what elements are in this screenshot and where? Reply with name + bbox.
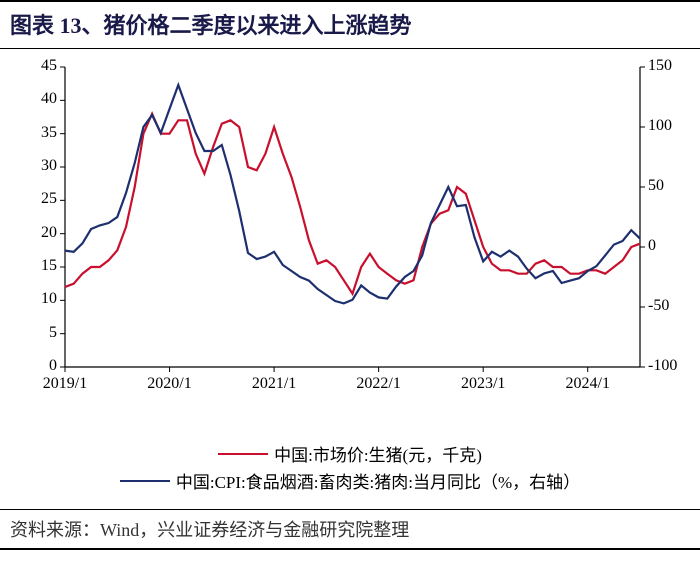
- y-right-tick-label: 100: [648, 117, 698, 135]
- chart-source: 资料来源：Wind，兴业证券经济与金融研究院整理: [0, 509, 700, 550]
- y-left-tick-label: 30: [17, 157, 57, 175]
- chart-title: 图表 13、猪价格二季度以来进入上涨趋势: [10, 13, 412, 38]
- y-right-tick-label: -100: [648, 357, 698, 375]
- y-left-tick-label: 45: [17, 57, 57, 75]
- x-tick-label: 2020/1: [147, 375, 191, 393]
- series-pig_price: [65, 114, 640, 294]
- y-right-tick-label: -50: [648, 297, 698, 315]
- x-tick-label: 2023/1: [461, 375, 505, 393]
- x-tick-label: 2022/1: [356, 375, 400, 393]
- legend-swatch: [120, 480, 170, 482]
- x-tick-label: 2021/1: [252, 375, 296, 393]
- y-right-tick-label: 0: [648, 237, 698, 255]
- y-left-tick-label: 15: [17, 257, 57, 275]
- chart-title-bar: 图表 13、猪价格二季度以来进入上涨趋势: [0, 0, 700, 49]
- chart-area: 0 5 10 15 20 25 30 35 40 45 -100 -50 0 50 100 150 2019/1…: [0, 49, 700, 509]
- legend-item: 中国:市场价:生猪(元，千克): [0, 441, 700, 466]
- y-left-tick-label: 40: [17, 90, 57, 108]
- chart-legend: 中国:市场价:生猪(元，千克)中国:CPI:食品烟酒:畜肉类:猪肉:当月同比（%…: [0, 439, 700, 495]
- legend-label: 中国:CPI:食品烟酒:畜肉类:猪肉:当月同比（%，右轴）: [176, 468, 580, 493]
- y-left-tick-label: 35: [17, 124, 57, 142]
- x-tick-label: 2024/1: [565, 375, 609, 393]
- y-left-tick-label: 20: [17, 224, 57, 242]
- x-tick-label: 2019/1: [43, 375, 87, 393]
- y-left-tick-label: 5: [17, 324, 57, 342]
- legend-label: 中国:市场价:生猪(元，千克): [274, 441, 482, 466]
- y-right-tick-label: 50: [648, 177, 698, 195]
- y-left-tick-label: 10: [17, 290, 57, 308]
- y-left-tick-label: 25: [17, 190, 57, 208]
- series-cpi_pork_yoy: [65, 85, 640, 303]
- legend-item: 中国:CPI:食品烟酒:畜肉类:猪肉:当月同比（%，右轴）: [0, 468, 700, 493]
- y-right-tick-label: 150: [648, 57, 698, 75]
- y-left-tick-label: 0: [17, 357, 57, 375]
- legend-swatch: [218, 453, 268, 455]
